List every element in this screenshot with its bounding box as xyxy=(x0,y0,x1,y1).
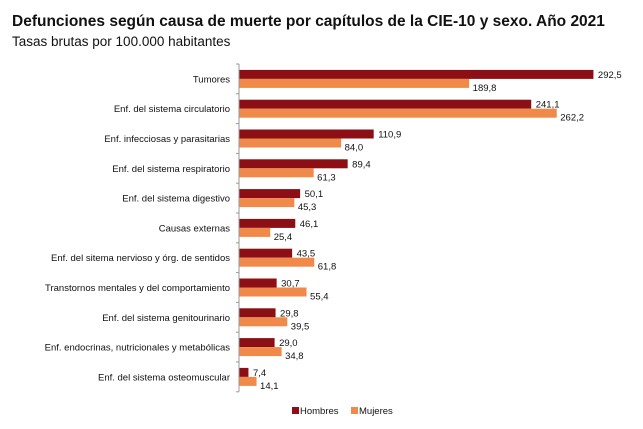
bar-hombres xyxy=(239,159,348,169)
data-label-hombres: 292,5 xyxy=(598,70,622,81)
bar-mujeres xyxy=(239,108,557,118)
category-label: Enf. infecciosas y parasitarias xyxy=(104,134,230,145)
data-label-mujeres: 61,8 xyxy=(318,262,337,273)
category-label: Enf. del sistema circulatorio xyxy=(114,104,230,115)
bar-hombres xyxy=(239,338,275,348)
data-label-hombres: 89,4 xyxy=(352,159,371,170)
chart-subtitle: Tasas brutas por 100.000 habitantes xyxy=(12,34,231,49)
category-label: Transtornos mentales y del comportamient… xyxy=(45,283,230,294)
data-label-mujeres: 189,8 xyxy=(473,83,497,94)
category-label: Enf. del sistema digestivo xyxy=(122,194,230,205)
bar-hombres xyxy=(239,308,276,318)
data-label-mujeres: 25,4 xyxy=(274,232,293,243)
data-label-mujeres: 14,1 xyxy=(260,381,279,392)
bar-mujeres xyxy=(239,168,314,178)
bar-hombres xyxy=(239,278,277,288)
data-label-hombres: 110,9 xyxy=(378,130,401,141)
category-label: Enf. endocrinas, nutricionales y metaból… xyxy=(45,343,231,354)
category-label: Tumores xyxy=(193,74,230,85)
data-label-hombres: 30,7 xyxy=(281,279,300,290)
bar-mujeres xyxy=(239,138,342,148)
data-label-mujeres: 262,2 xyxy=(560,113,584,124)
data-label-hombres: 241,1 xyxy=(536,100,560,111)
data-label-mujeres: 45,3 xyxy=(298,202,317,213)
bar-mujeres xyxy=(239,227,271,237)
bar-mujeres xyxy=(239,376,257,386)
bar-hombres xyxy=(239,69,594,79)
category-label: Enf. del sistema osteomuscular xyxy=(98,372,230,383)
data-label-mujeres: 34,8 xyxy=(285,351,304,362)
category-label: Enf. del sistema respiratorio xyxy=(112,164,230,175)
chart-title: Defunciones según causa de muerte por ca… xyxy=(12,13,605,30)
data-label-hombres: 46,1 xyxy=(300,219,319,230)
category-label: Causas externas xyxy=(159,223,231,234)
data-label-mujeres: 61,3 xyxy=(317,172,336,183)
bar-mujeres xyxy=(239,317,288,327)
data-label-mujeres: 55,4 xyxy=(310,292,329,303)
bar-mujeres xyxy=(239,198,295,208)
bar-hombres xyxy=(239,218,296,228)
bar-hombres xyxy=(239,189,301,199)
bar-hombres xyxy=(239,248,293,258)
bar-mujeres xyxy=(239,257,315,267)
data-label-hombres: 7,4 xyxy=(253,368,266,379)
legend-label-mujeres: Mujeres xyxy=(359,406,393,417)
bar-mujeres xyxy=(239,287,307,297)
data-label-hombres: 50,1 xyxy=(305,189,324,200)
bar-mujeres xyxy=(239,78,470,88)
category-label: Enf. del sistema genitourinario xyxy=(102,313,230,324)
data-label-hombres: 29,8 xyxy=(280,308,299,319)
category-label: Enf. del sitema nervioso y órg. de senti… xyxy=(51,253,230,264)
data-label-hombres: 29,0 xyxy=(279,338,298,349)
bar-hombres xyxy=(239,367,249,377)
legend-label-hombres: Hombres xyxy=(300,406,339,417)
data-label-hombres: 43,5 xyxy=(297,249,316,260)
data-label-mujeres: 84,0 xyxy=(345,143,364,154)
legend-swatch-hombres xyxy=(292,407,299,414)
bar-mujeres xyxy=(239,347,282,357)
bar-hombres xyxy=(239,99,532,109)
legend-swatch-mujeres xyxy=(351,407,358,414)
data-label-mujeres: 39,5 xyxy=(291,321,310,332)
bar-hombres xyxy=(239,129,374,139)
